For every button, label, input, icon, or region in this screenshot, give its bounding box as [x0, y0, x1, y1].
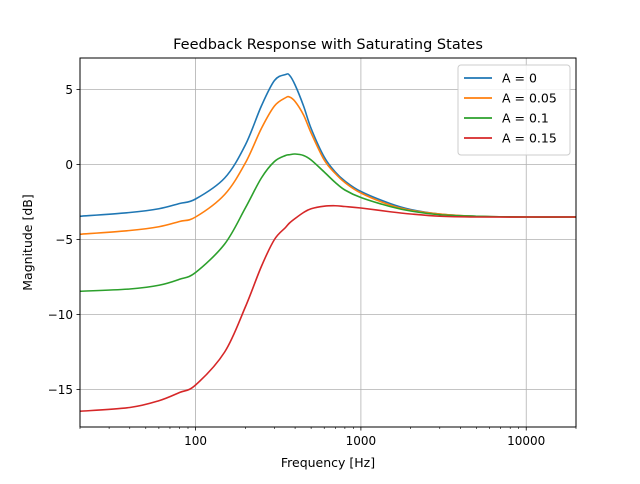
x-tick-label: 1000: [346, 434, 377, 448]
legend: A = 0 A = 0.05 A = 0.1 A = 0.15: [457, 64, 571, 156]
plot-frame: [79, 57, 577, 428]
x-tick-label: 100: [184, 434, 207, 448]
legend-box: [457, 64, 571, 156]
x-tick-label: 10000: [507, 434, 545, 448]
y-tick-label: −5: [55, 233, 73, 247]
y-tick-label: 0: [65, 158, 73, 172]
x-axis: 100 1000 10000: [79, 427, 577, 448]
y-axis: 5 0 −5 −10 −15: [48, 83, 80, 397]
series-line-2: [80, 153, 576, 293]
y-tick-label: 5: [65, 83, 73, 97]
series-line-3: [80, 204, 576, 413]
y-axis-label: Magnitude [dB]: [20, 194, 35, 290]
legend-label: A = 0.15: [502, 131, 557, 146]
x-axis-label: Frequency [Hz]: [281, 455, 375, 470]
legend-label: A = 0.1: [502, 111, 549, 126]
chart-title: Feedback Response with Saturating States: [173, 37, 483, 53]
y-tick-label: −10: [48, 308, 73, 322]
legend-label: A = 0: [502, 71, 537, 86]
plot-lines: [80, 73, 576, 413]
y-tick-label: −15: [48, 383, 73, 397]
legend-label: A = 0.05: [502, 91, 557, 106]
